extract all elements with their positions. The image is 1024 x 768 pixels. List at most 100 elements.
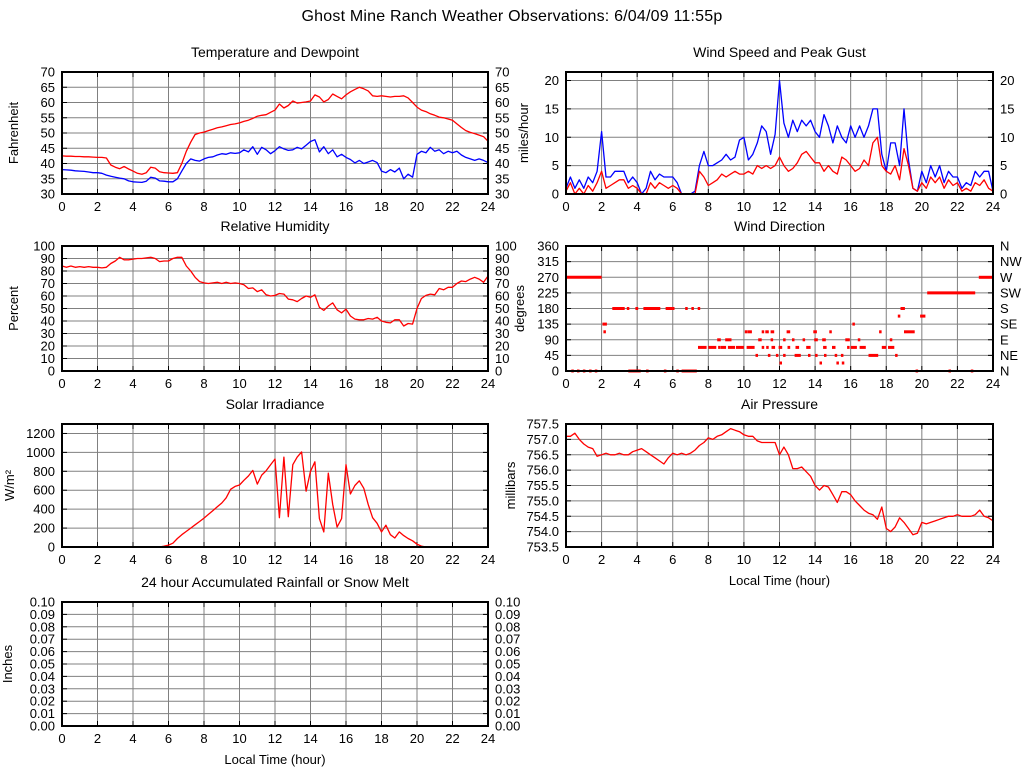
x-tick-label: 6 [165,376,172,391]
x-tick-label: 8 [200,376,207,391]
x-tick-label: 12 [772,552,786,567]
x-tick-label: 2 [94,376,101,391]
axis-labels: 0 2 4 6 8 10 12 14 16 18 20 22 240200400600800100012… [2,426,495,567]
chart-title-rainfall: 24 hour Accumulated Rainfall or Snow Mel… [141,574,409,590]
axis-labels: 0 2 4 6 8 10 12 14 16 18 20 22 24753.5754.0754.5755.… [503,417,1000,589]
y-tick-label: 754.0 [526,524,559,539]
y-tick-label: 225 [537,285,559,300]
x-tick-label: 18 [374,552,388,567]
x-tick-label: 0 [562,552,569,567]
x-tick-label: 10 [232,731,246,746]
x-tick-label: 20 [915,552,929,567]
y-tick-label: 0.03 [30,681,55,696]
y-tick-label-right: 0.06 [495,644,520,659]
x-tick-label: 20 [915,376,929,391]
y-tick-label: 0.05 [30,657,55,672]
x-tick-label: 12 [268,199,282,214]
grid-lines [62,72,488,194]
y-tick-label: 90 [41,251,55,266]
series-group [565,79,994,195]
y-tick-label: 70 [41,276,55,291]
y-tick-label: 135 [537,317,559,332]
y-tick-label: 0.00 [30,719,55,734]
x-tick-label: 10 [232,376,246,391]
plot-border [565,71,994,195]
compass-label: W [1000,270,1013,285]
chart-title-air-pressure: Air Pressure [740,396,819,412]
x-tick-label: 4 [129,376,136,391]
x-tick-label: 24 [986,199,1000,214]
x-tick-label: 6 [165,731,172,746]
y-tick-label: 50 [41,301,55,316]
x-tick-label: 8 [705,199,712,214]
x-tick-label: 6 [165,552,172,567]
series-wind-speed [565,136,994,195]
x-tick-label: 18 [879,199,893,214]
y-tick-label: 45 [545,348,559,363]
plot-border [61,71,489,195]
x-tick-label: 2 [94,731,101,746]
compass-label: NE [1000,348,1018,363]
x-tick-label: 22 [950,199,964,214]
x-tick-label: 24 [481,731,495,746]
x-tick-label: 0 [58,376,65,391]
x-tick-label: 18 [374,199,388,214]
x-tick-label: 12 [772,199,786,214]
y-tick-label-right: 20 [495,339,509,354]
x-tick-label: 16 [339,199,353,214]
x-tick-label: 16 [339,376,353,391]
x-tick-label: 18 [879,552,893,567]
y-tick-label: 0 [552,364,559,379]
series-group [61,86,489,184]
x-tick-label: 12 [268,552,282,567]
x-tick-label: 24 [481,552,495,567]
chart-title-wind-speed-gust: Wind Speed and Peak Gust [693,44,866,60]
x-tick-label: 22 [445,731,459,746]
y-tick-label-right: 60 [495,289,509,304]
x-tick-label: 18 [879,376,893,391]
y-tick-label-right: 55 [495,110,509,125]
x-tick-label: 4 [634,552,641,567]
y-tick-label: 757.5 [526,417,559,432]
y-axis-title: degrees [512,285,527,332]
grid-lines [62,246,488,371]
chart-title-wind-direction: Wind Direction [733,218,826,234]
y-tick-label: 60 [41,289,55,304]
x-tick-label: 14 [303,731,317,746]
x-tick-label: 10 [737,199,751,214]
page-title: Ghost Mine Ranch Weather Observations: 6… [301,8,723,25]
grid-lines [566,246,993,371]
chart-solar-irradiance: Solar Irradiance 0 2 4 6 8 10 12 14 16 18 20 22 24 0 2… [0,392,535,578]
y-tick-label: 65 [41,80,55,95]
x-tick-label: 14 [303,199,317,214]
y-tick-label: 0.09 [30,607,55,622]
x-tick-label: 8 [200,731,207,746]
y-tick-label: 180 [537,301,559,316]
grid-lines [62,602,488,726]
x-tick-label: 8 [200,552,207,567]
compass-label: SE [1000,317,1018,332]
x-tick-label: 16 [339,552,353,567]
y-tick-label-right: 65 [495,80,509,95]
plot-border [565,245,994,372]
y-tick-label: 20 [545,73,559,88]
compass-label: E [1000,332,1009,347]
series-peak-gust [565,79,994,195]
y-tick-label-right: 0.07 [495,632,520,647]
x-tick-label: 18 [374,376,388,391]
x-tick-label: 22 [445,552,459,567]
y-tick-label: 0.08 [30,619,55,634]
x-tick-label: 22 [445,376,459,391]
series-group [566,427,994,536]
y-tick-label: 753.5 [526,540,559,555]
x-tick-label: 4 [129,731,136,746]
y-tick-label: 315 [537,254,559,269]
x-tick-label: 20 [410,199,424,214]
y-tick-label-right: 0.02 [495,694,520,709]
y-axis-title: miles/hour [516,102,531,163]
y-tick-label: 757.0 [526,432,559,447]
